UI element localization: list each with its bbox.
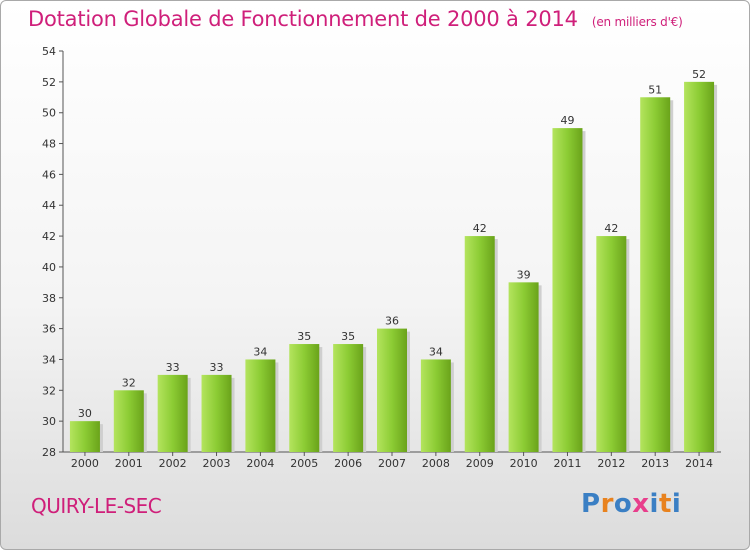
x-tick-label: 2011 <box>553 457 581 470</box>
x-tick-label: 2001 <box>115 457 143 470</box>
x-tick-label: 2008 <box>422 457 450 470</box>
y-tick-label: 38 <box>42 292 56 305</box>
data-label: 52 <box>692 68 706 81</box>
bar <box>201 374 232 452</box>
logo-letter: i <box>671 489 682 519</box>
bars <box>69 81 718 453</box>
y-tick-label: 48 <box>42 138 56 151</box>
data-label: 49 <box>560 114 574 127</box>
logo-letter: t <box>658 489 672 519</box>
logo-letter: x <box>632 489 650 519</box>
chart-subtitle: (en milliers d'€) <box>591 15 683 29</box>
bar <box>333 344 364 452</box>
data-label: 32 <box>122 376 136 389</box>
data-label: 34 <box>253 345 267 358</box>
data-label: 33 <box>210 361 224 374</box>
x-tick-label: 2009 <box>466 457 494 470</box>
x-tick-label: 2005 <box>290 457 318 470</box>
bar <box>552 128 583 452</box>
y-tick-label: 54 <box>42 45 56 58</box>
axes: 28 30 32 34 36 38 40 42 44 46 48 50 52 54 <box>42 45 721 459</box>
title-text: Dotation Globale de Fonctionnement de 20… <box>28 7 578 31</box>
y-tick-label: 28 <box>42 446 56 459</box>
y-tick-label: 50 <box>42 107 56 120</box>
data-label: 42 <box>604 222 618 235</box>
data-label: 42 <box>473 222 487 235</box>
x-tick-label: 2012 <box>597 457 625 470</box>
y-tick-label: 34 <box>42 353 56 366</box>
proxiti-logo: Proxiti <box>581 489 681 519</box>
x-tick-label: 2007 <box>378 457 406 470</box>
labels: 2000 30 2001 32 2002 33 2003 33 2004 34 2005 35 2006… <box>71 68 713 470</box>
data-label: 36 <box>385 315 399 328</box>
y-tick-label: 30 <box>42 415 56 428</box>
y-tick-label: 40 <box>42 261 56 274</box>
data-label: 39 <box>517 268 531 281</box>
commune-name: QUIRY-LE-SEC <box>31 494 162 518</box>
logo-letter: i <box>649 489 659 519</box>
bar <box>113 390 144 452</box>
y-tick-label: 52 <box>42 76 56 89</box>
chart-title: Dotation Globale de Fonctionnement de 20… <box>28 7 683 31</box>
x-tick-label: 2004 <box>246 457 274 470</box>
logo-letter: P <box>581 489 601 519</box>
bar <box>420 359 451 452</box>
y-tick-label: 46 <box>42 168 56 181</box>
x-tick-label: 2010 <box>510 457 538 470</box>
bar <box>464 236 495 452</box>
bar <box>157 374 188 452</box>
x-tick-label: 2000 <box>71 457 99 470</box>
bar <box>245 359 276 452</box>
bar <box>640 97 671 453</box>
data-label: 51 <box>648 83 662 96</box>
bar <box>596 236 627 452</box>
bar <box>377 328 407 452</box>
bar <box>684 81 715 452</box>
data-label: 33 <box>166 361 180 374</box>
y-tick-label: 42 <box>42 230 56 243</box>
x-tick-label: 2013 <box>641 457 669 470</box>
data-label: 34 <box>429 345 443 358</box>
data-label: 35 <box>297 330 311 343</box>
data-label: 35 <box>341 330 355 343</box>
x-tick-label: 2014 <box>685 457 713 470</box>
y-tick-label: 44 <box>42 199 56 212</box>
x-tick-label: 2006 <box>334 457 362 470</box>
y-tick-label: 36 <box>42 323 56 336</box>
bar <box>508 282 539 452</box>
data-label: 30 <box>78 407 92 420</box>
bar <box>69 421 100 452</box>
logo-letter: r <box>600 489 614 519</box>
bar <box>289 344 320 452</box>
y-tick-label: 32 <box>42 384 56 397</box>
logo-letter: o <box>613 489 633 519</box>
x-tick-label: 2002 <box>159 457 187 470</box>
x-tick-label: 2003 <box>203 457 231 470</box>
